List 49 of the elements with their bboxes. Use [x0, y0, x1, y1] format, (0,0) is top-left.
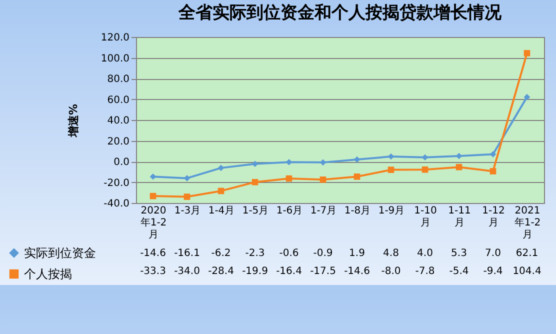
data-label: -2.3 — [245, 248, 265, 259]
data-label: -6.2 — [211, 248, 231, 259]
x-tick-label: 1-3月 — [174, 206, 201, 216]
data-label: -9.4 — [483, 266, 503, 277]
data-label: -0.6 — [279, 248, 299, 259]
y-tick-label: 60.0 — [107, 94, 130, 106]
x-tick-label: 1-7月 — [310, 206, 337, 216]
y-tick-label: 100.0 — [100, 53, 130, 64]
x-tick-label: 1-9月 — [378, 206, 405, 216]
y-axis-title: 增速% — [66, 104, 80, 138]
legend-label: 实际到位资金 — [24, 246, 96, 260]
data-label: -16.4 — [276, 266, 302, 277]
y-tick-label: 80.0 — [107, 74, 130, 85]
data-label: -16.1 — [174, 248, 200, 259]
y-tick-label: 20.0 — [107, 136, 130, 148]
data-label: -33.3 — [140, 266, 166, 277]
data-label: 4.8 — [383, 248, 399, 259]
x-tick-label: 1-6月 — [276, 206, 303, 216]
y-tick-label: 120.0 — [100, 32, 130, 44]
x-tick-label: 1-4月 — [208, 206, 235, 216]
data-label: 5.3 — [451, 248, 467, 259]
x-tick-label: 1-8月 — [344, 206, 371, 216]
x-tick-label: 1-10月 — [414, 206, 437, 228]
data-label: -34.0 — [174, 266, 200, 277]
x-tick-label: 1-11月 — [448, 206, 471, 228]
y-tick-label: 0.0 — [114, 157, 130, 168]
legend-label: 个人按揭 — [24, 267, 72, 281]
data-label: -28.4 — [208, 266, 234, 277]
x-tick-label: 2021年1-2月 — [514, 206, 541, 240]
chart-title: 全省实际到位资金和个人按揭贷款增长情况 — [178, 3, 502, 23]
x-tick-label: 1-12月 — [482, 206, 505, 228]
data-label: -8.0 — [381, 266, 401, 277]
y-tick-label: -40.0 — [104, 198, 130, 210]
data-label: -0.9 — [313, 248, 333, 259]
y-tick-label: -20.0 — [104, 178, 130, 189]
x-tick-label: 1-5月 — [242, 206, 269, 216]
data-label: -7.8 — [415, 266, 435, 277]
data-label: -17.5 — [310, 266, 336, 277]
data-label: 4.0 — [417, 248, 433, 259]
data-label: 104.4 — [512, 266, 542, 277]
data-label: -14.6 — [140, 248, 166, 259]
data-label: 7.0 — [485, 248, 501, 259]
data-label: -5.4 — [449, 266, 469, 277]
data-label: -19.9 — [242, 266, 268, 277]
data-label: 62.1 — [516, 248, 538, 259]
data-label: 1.9 — [349, 248, 365, 259]
y-tick-label: 40.0 — [107, 116, 130, 126]
x-tick-label: 2020年1-2月 — [140, 206, 167, 240]
data-label: -14.6 — [344, 266, 370, 277]
